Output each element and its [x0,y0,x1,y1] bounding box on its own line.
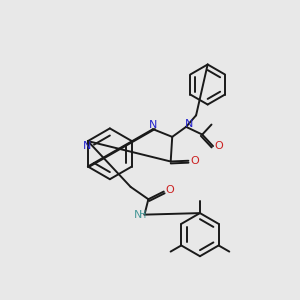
Text: O: O [166,185,174,195]
Text: N: N [185,119,194,129]
Text: N: N [83,142,91,152]
Text: O: O [190,156,199,166]
Text: N: N [149,120,157,130]
Text: H: H [139,210,147,220]
Text: N: N [134,210,142,220]
Text: O: O [215,141,224,151]
